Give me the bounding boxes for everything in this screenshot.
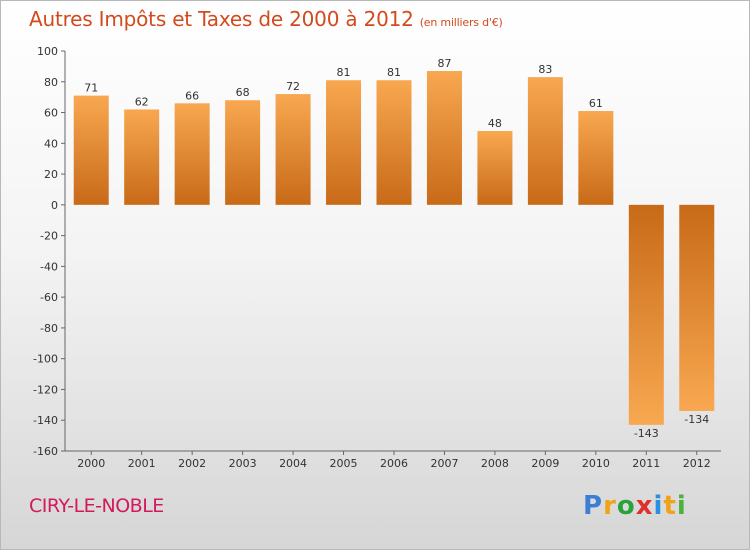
y-tick-label: -20: [40, 230, 58, 243]
y-tick-label: 0: [51, 199, 58, 212]
bar: [628, 204, 664, 425]
y-tick-label: -100: [33, 353, 58, 366]
data-label: 81: [387, 66, 401, 79]
logo-letter: r: [603, 491, 617, 521]
data-label: 68: [236, 86, 250, 99]
bar: [225, 100, 261, 205]
proxiti-logo: Proxiti: [583, 491, 687, 521]
x-tick-label: 2007: [430, 457, 458, 470]
chart-title: Autres Impôts et Taxes de 2000 à 2012 (en…: [29, 7, 503, 31]
logo-letter: o: [616, 491, 636, 521]
x-tick-label: 2010: [582, 457, 610, 470]
y-tick-label: -140: [33, 414, 58, 427]
y-tick-label: -60: [40, 291, 58, 304]
x-tick-label: 2001: [128, 457, 156, 470]
bar: [376, 80, 412, 205]
bar: [527, 77, 563, 205]
chart-subtitle: (en milliers d'€): [419, 16, 503, 29]
x-tick-label: 2008: [481, 457, 509, 470]
data-label: -134: [684, 413, 709, 426]
data-label: 66: [185, 89, 199, 102]
x-tick-label: 2003: [229, 457, 257, 470]
x-tick-label: 2006: [380, 457, 408, 470]
y-tick-label: -160: [33, 445, 58, 458]
bar: [124, 109, 160, 205]
logo-letter: i: [676, 491, 687, 521]
x-tick-label: 2012: [683, 457, 711, 470]
logo-letter: i: [653, 491, 664, 521]
x-tick-label: 2000: [77, 457, 105, 470]
bar: [679, 204, 715, 411]
y-tick-label: 40: [44, 137, 58, 150]
data-label: 62: [135, 95, 149, 108]
y-tick-label: 20: [44, 168, 58, 181]
y-tick-label: 100: [37, 45, 58, 58]
data-label: 71: [84, 82, 98, 95]
x-tick-label: 2009: [531, 457, 559, 470]
commune-name: CIRY-LE-NOBLE: [29, 495, 164, 517]
bar: [426, 71, 462, 205]
y-tick-label: -120: [33, 383, 58, 396]
x-tick-label: 2002: [178, 457, 206, 470]
bar: [326, 80, 362, 205]
logo-letter: P: [583, 491, 604, 521]
logo-letter: x: [635, 491, 654, 521]
x-tick-label: 2004: [279, 457, 307, 470]
data-label: 61: [589, 97, 603, 110]
bar: [477, 131, 513, 205]
x-tick-label: 2005: [330, 457, 358, 470]
bar: [73, 95, 109, 205]
logo-letter: t: [663, 491, 677, 521]
bar: [275, 94, 311, 205]
y-tick-label: 80: [44, 76, 58, 89]
data-label: 48: [488, 117, 502, 130]
x-tick-label: 2011: [632, 457, 660, 470]
bar: [578, 111, 614, 205]
data-label: -143: [634, 427, 659, 440]
bar: [174, 103, 210, 205]
y-tick-label: -80: [40, 322, 58, 335]
data-label: 83: [538, 63, 552, 76]
data-label: 81: [337, 66, 351, 79]
y-tick-label: -40: [40, 260, 58, 273]
data-label: 72: [286, 80, 300, 93]
y-tick-label: 60: [44, 107, 58, 120]
data-label: 87: [437, 57, 451, 70]
